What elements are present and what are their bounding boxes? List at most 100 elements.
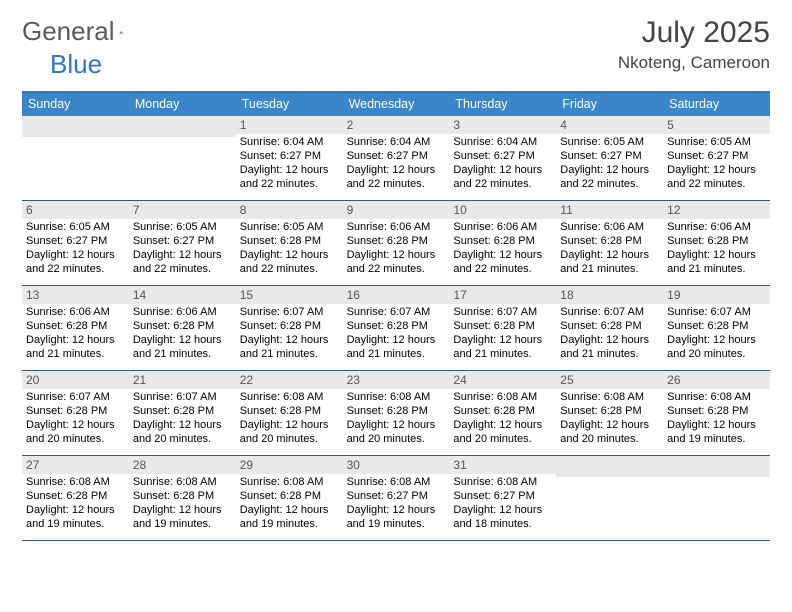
date-number: 2 xyxy=(343,116,450,134)
week-row: 20Sunrise: 6:07 AMSunset: 6:28 PMDayligh… xyxy=(22,371,770,456)
day-cell: 28Sunrise: 6:08 AMSunset: 6:28 PMDayligh… xyxy=(129,456,236,540)
day-info: Sunrise: 6:06 AMSunset: 6:28 PMDaylight:… xyxy=(449,219,556,280)
daylight-line: Daylight: 12 hours and 21 minutes. xyxy=(667,249,766,277)
week-row: 13Sunrise: 6:06 AMSunset: 6:28 PMDayligh… xyxy=(22,286,770,371)
day-info: Sunrise: 6:08 AMSunset: 6:28 PMDaylight:… xyxy=(22,474,129,535)
daylight-line: Daylight: 12 hours and 19 minutes. xyxy=(240,504,339,532)
date-number: 31 xyxy=(449,456,556,474)
date-number: 28 xyxy=(129,456,236,474)
daylight-line: Daylight: 12 hours and 21 minutes. xyxy=(240,334,339,362)
brand-logo: General xyxy=(22,18,145,44)
sunrise-line: Sunrise: 6:08 AM xyxy=(667,391,766,405)
sunset-line: Sunset: 6:27 PM xyxy=(133,235,232,249)
daylight-line: Daylight: 12 hours and 20 minutes. xyxy=(667,334,766,362)
daylight-line: Daylight: 12 hours and 19 minutes. xyxy=(347,504,446,532)
date-number: 18 xyxy=(556,286,663,304)
date-number xyxy=(22,116,129,137)
day-cell: 26Sunrise: 6:08 AMSunset: 6:28 PMDayligh… xyxy=(663,371,770,455)
title-block: July 2025 Nkoteng, Cameroon xyxy=(618,18,770,71)
date-number: 4 xyxy=(556,116,663,134)
day-info: Sunrise: 6:07 AMSunset: 6:28 PMDaylight:… xyxy=(449,304,556,365)
sunrise-line: Sunrise: 6:07 AM xyxy=(560,306,659,320)
day-cell: 12Sunrise: 6:06 AMSunset: 6:28 PMDayligh… xyxy=(663,201,770,285)
date-number: 25 xyxy=(556,371,663,389)
daylight-line: Daylight: 12 hours and 20 minutes. xyxy=(133,419,232,447)
sunrise-line: Sunrise: 6:08 AM xyxy=(560,391,659,405)
sunset-line: Sunset: 6:28 PM xyxy=(560,320,659,334)
date-number: 21 xyxy=(129,371,236,389)
date-number: 6 xyxy=(22,201,129,219)
daylight-line: Daylight: 12 hours and 22 minutes. xyxy=(347,164,446,192)
day-info: Sunrise: 6:05 AMSunset: 6:27 PMDaylight:… xyxy=(22,219,129,280)
day-cell: 14Sunrise: 6:06 AMSunset: 6:28 PMDayligh… xyxy=(129,286,236,370)
sunrise-line: Sunrise: 6:07 AM xyxy=(133,391,232,405)
sunset-line: Sunset: 6:27 PM xyxy=(26,235,125,249)
sunrise-line: Sunrise: 6:04 AM xyxy=(347,136,446,150)
day-info: Sunrise: 6:07 AMSunset: 6:28 PMDaylight:… xyxy=(129,389,236,450)
day-cell: 6Sunrise: 6:05 AMSunset: 6:27 PMDaylight… xyxy=(22,201,129,285)
sunrise-line: Sunrise: 6:07 AM xyxy=(347,306,446,320)
sail-icon xyxy=(119,21,124,43)
sunset-line: Sunset: 6:27 PM xyxy=(667,150,766,164)
sunrise-line: Sunrise: 6:05 AM xyxy=(133,221,232,235)
day-info: Sunrise: 6:06 AMSunset: 6:28 PMDaylight:… xyxy=(343,219,450,280)
sunset-line: Sunset: 6:28 PM xyxy=(560,405,659,419)
day-cell: 13Sunrise: 6:06 AMSunset: 6:28 PMDayligh… xyxy=(22,286,129,370)
calendar: SundayMondayTuesdayWednesdayThursdayFrid… xyxy=(22,91,770,541)
date-number: 13 xyxy=(22,286,129,304)
sunrise-line: Sunrise: 6:07 AM xyxy=(240,306,339,320)
sunset-line: Sunset: 6:28 PM xyxy=(133,490,232,504)
daylight-line: Daylight: 12 hours and 20 minutes. xyxy=(26,419,125,447)
sunrise-line: Sunrise: 6:04 AM xyxy=(453,136,552,150)
day-info: Sunrise: 6:05 AMSunset: 6:28 PMDaylight:… xyxy=(236,219,343,280)
day-info: Sunrise: 6:07 AMSunset: 6:28 PMDaylight:… xyxy=(343,304,450,365)
day-info: Sunrise: 6:07 AMSunset: 6:28 PMDaylight:… xyxy=(663,304,770,365)
dayname-cell: Friday xyxy=(556,93,663,116)
daylight-line: Daylight: 12 hours and 22 minutes. xyxy=(133,249,232,277)
sunset-line: Sunset: 6:28 PM xyxy=(26,490,125,504)
day-cell: 5Sunrise: 6:05 AMSunset: 6:27 PMDaylight… xyxy=(663,116,770,200)
sunrise-line: Sunrise: 6:07 AM xyxy=(667,306,766,320)
date-number xyxy=(663,456,770,477)
day-info: Sunrise: 6:07 AMSunset: 6:28 PMDaylight:… xyxy=(22,389,129,450)
sunset-line: Sunset: 6:28 PM xyxy=(453,235,552,249)
sunrise-line: Sunrise: 6:04 AM xyxy=(240,136,339,150)
weeks-container: 1Sunrise: 6:04 AMSunset: 6:27 PMDaylight… xyxy=(22,116,770,541)
day-info: Sunrise: 6:08 AMSunset: 6:28 PMDaylight:… xyxy=(129,474,236,535)
sunrise-line: Sunrise: 6:08 AM xyxy=(133,476,232,490)
daylight-line: Daylight: 12 hours and 19 minutes. xyxy=(667,419,766,447)
page-subtitle: Nkoteng, Cameroon xyxy=(618,54,770,71)
daylight-line: Daylight: 12 hours and 21 minutes. xyxy=(560,249,659,277)
daylight-line: Daylight: 12 hours and 21 minutes. xyxy=(347,334,446,362)
sunrise-line: Sunrise: 6:06 AM xyxy=(453,221,552,235)
date-number: 30 xyxy=(343,456,450,474)
daylight-line: Daylight: 12 hours and 21 minutes. xyxy=(133,334,232,362)
sunrise-line: Sunrise: 6:08 AM xyxy=(347,476,446,490)
sunset-line: Sunset: 6:28 PM xyxy=(133,405,232,419)
sunset-line: Sunset: 6:28 PM xyxy=(453,405,552,419)
date-number: 3 xyxy=(449,116,556,134)
day-cell: 9Sunrise: 6:06 AMSunset: 6:28 PMDaylight… xyxy=(343,201,450,285)
dayname-cell: Wednesday xyxy=(343,93,450,116)
date-number: 27 xyxy=(22,456,129,474)
day-cell: 1Sunrise: 6:04 AMSunset: 6:27 PMDaylight… xyxy=(236,116,343,200)
day-info: Sunrise: 6:06 AMSunset: 6:28 PMDaylight:… xyxy=(129,304,236,365)
day-cell xyxy=(22,116,129,200)
sunset-line: Sunset: 6:28 PM xyxy=(347,235,446,249)
calendar-page: General July 2025 Nkoteng, Cameroon Blue… xyxy=(0,0,792,612)
sunrise-line: Sunrise: 6:08 AM xyxy=(26,476,125,490)
daylight-line: Daylight: 12 hours and 22 minutes. xyxy=(560,164,659,192)
day-cell: 18Sunrise: 6:07 AMSunset: 6:28 PMDayligh… xyxy=(556,286,663,370)
daylight-line: Daylight: 12 hours and 21 minutes. xyxy=(26,334,125,362)
dayname-cell: Thursday xyxy=(449,93,556,116)
sunrise-line: Sunrise: 6:05 AM xyxy=(26,221,125,235)
day-cell: 19Sunrise: 6:07 AMSunset: 6:28 PMDayligh… xyxy=(663,286,770,370)
date-number: 26 xyxy=(663,371,770,389)
day-info: Sunrise: 6:08 AMSunset: 6:28 PMDaylight:… xyxy=(663,389,770,450)
sunrise-line: Sunrise: 6:06 AM xyxy=(347,221,446,235)
sunrise-line: Sunrise: 6:07 AM xyxy=(453,306,552,320)
day-cell: 31Sunrise: 6:08 AMSunset: 6:27 PMDayligh… xyxy=(449,456,556,540)
day-info: Sunrise: 6:08 AMSunset: 6:28 PMDaylight:… xyxy=(236,474,343,535)
dayname-cell: Tuesday xyxy=(236,93,343,116)
date-number: 15 xyxy=(236,286,343,304)
